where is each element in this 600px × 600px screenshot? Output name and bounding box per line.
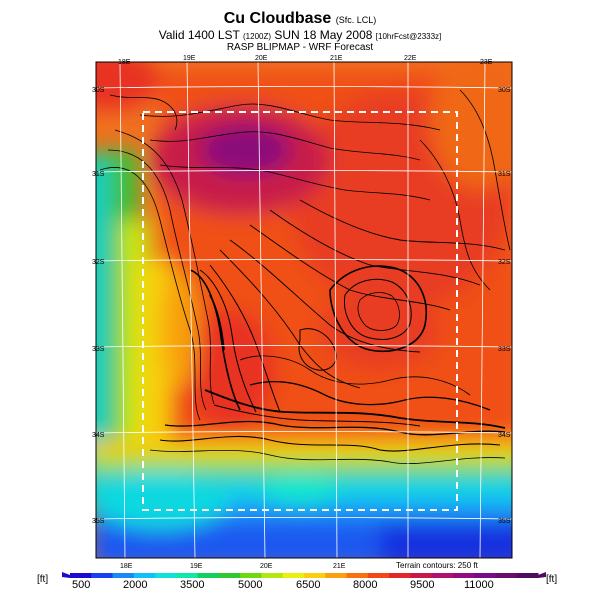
colorbar-label-3500: 3500: [180, 579, 205, 591]
lon-label-bottom-18e: 18E: [120, 563, 133, 570]
lon-label-top-18e: 18E: [118, 59, 131, 66]
lon-label-bottom-19e: 19E: [190, 563, 203, 570]
colorbar: [70, 573, 539, 578]
colorbar-swatch: [218, 573, 241, 578]
valid-utc: (1200Z): [243, 32, 272, 41]
valid-time: Valid 1400 LST (1200Z) SUN 18 May 2008 […: [0, 28, 600, 42]
subtitle: RASP BLIPMAP - WRF Forecast: [226, 42, 374, 53]
lon-label-top-21e: 21E: [330, 55, 343, 62]
terrain-contour-note: Terrain contours: 250 ft: [396, 561, 478, 570]
color-field: [96, 62, 512, 558]
lat-label-right-34s: 34S: [498, 432, 511, 439]
colorbar-swatch: [325, 573, 348, 578]
lat-label-left-35s: 35S: [92, 518, 105, 525]
colorbar-swatch: [410, 573, 433, 578]
lon-label-bottom-20e: 20E: [260, 563, 273, 570]
colorbar-label-500: 500: [72, 579, 91, 591]
lon-label-top-19e: 19E: [183, 55, 196, 62]
colorbar-label-2000: 2000: [123, 579, 148, 591]
colorbar-swatch: [282, 573, 305, 578]
inner-domain-box: [142, 111, 458, 511]
colorbar-swatch: [240, 573, 262, 578]
colorbar-swatch: [495, 573, 518, 578]
colorbar-swatch: [474, 573, 496, 578]
colorbar-swatch: [70, 573, 92, 578]
forecast-note: [10hrFcst@2333z]: [375, 32, 442, 41]
colorbar-label-8000: 8000: [353, 579, 378, 591]
lat-label-right-31s: 31S: [498, 171, 511, 178]
lat-label-left-34s: 34S: [92, 432, 105, 439]
title-suffix: (Sfc. LCL): [335, 15, 377, 25]
lat-label-left-30s: 30S: [92, 87, 105, 94]
colorbar-swatch: [389, 573, 411, 578]
lat-label-right-32s: 32S: [498, 259, 511, 266]
colorbar-label-9500: 9500: [410, 579, 435, 591]
colorbar-swatch: [133, 573, 156, 578]
colorbar-label-11000: 11000: [464, 579, 494, 591]
date-text: SUN 18 May 2008: [274, 28, 373, 42]
lon-label-bottom-21e: 21E: [333, 563, 346, 570]
colorbar-swatch: [91, 573, 114, 578]
title-text: Cu Cloudbase: [223, 10, 332, 27]
lat-label-left-33s: 33S: [92, 346, 105, 353]
colorbar-swatch: [452, 573, 475, 578]
colorbar-min-arrow: [62, 572, 70, 578]
lat-label-right-33s: 33S: [498, 346, 511, 353]
colorbar-swatch: [176, 573, 199, 578]
map-title: Cu Cloudbase (Sfc. LCL): [0, 10, 600, 28]
lon-label-top-20e: 20E: [255, 55, 268, 62]
colorbar-swatch: [431, 573, 454, 578]
colorbar-swatch: [155, 573, 177, 578]
lat-label-right-30s: 30S: [498, 87, 511, 94]
colorbar-label-6500: 6500: [296, 579, 321, 591]
colorbar-unit-left: [ft]: [37, 574, 49, 585]
colorbar-label-5000: 5000: [238, 579, 263, 591]
colorbar-swatch: [197, 573, 220, 578]
colorbar-max-arrow: [538, 572, 546, 578]
colorbar-swatch: [516, 573, 539, 578]
colorbar-swatch: [367, 573, 390, 578]
colorbar-unit-right: [ft]: [546, 574, 558, 585]
lat-label-left-31s: 31S: [92, 171, 105, 178]
colorbar-swatch: [346, 573, 369, 578]
terrain-contours: [99, 89, 511, 464]
lon-label-top-23e: 23E: [480, 59, 493, 66]
colorbar-swatch: [304, 573, 326, 578]
lat-label-left-32s: 32S: [92, 259, 105, 266]
map-frame: [95, 61, 513, 559]
lon-label-top-22e: 22E: [404, 55, 417, 62]
valid-text: Valid 1400 LST: [158, 28, 240, 42]
colorbar-swatch: [261, 573, 284, 578]
lat-label-right-35s: 35S: [498, 518, 511, 525]
colorbar-swatch: [112, 573, 135, 578]
